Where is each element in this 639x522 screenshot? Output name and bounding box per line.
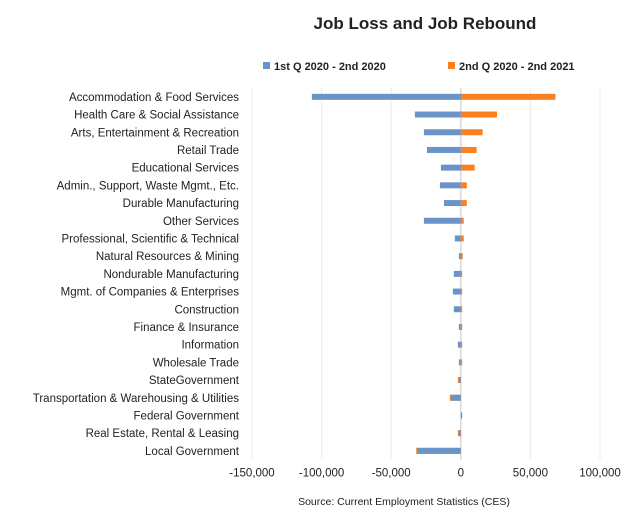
bar-series1 [453,270,461,277]
bar-series1 [440,164,461,171]
bar-series1 [458,323,461,330]
bar-series1 [453,306,461,313]
x-tick-label: 100,000 [579,468,621,480]
category-label: Finance & Insurance [134,322,239,334]
bar-series1 [454,235,461,242]
bar-series1 [311,93,461,100]
bar-series1 [426,146,461,153]
source-note: Source: Current Employment Statistics (C… [298,496,510,508]
category-label: Other Services [163,216,239,228]
category-label: Real Estate, Rental & Leasing [86,428,239,440]
bar-series1 [458,359,461,366]
bar-series1 [460,412,463,419]
x-tick-label: -100,000 [299,468,344,480]
gridlines [251,88,601,460]
bar-series1 [417,447,461,454]
bar-series2 [460,306,463,313]
category-label: Professional, Scientific & Technical [62,233,240,245]
bar-series2 [460,182,467,189]
category-label: Admin., Support, Waste Mgmt., Etc. [57,180,239,192]
bar-series1 [458,377,461,384]
category-label: Educational Services [132,163,240,175]
legend-label: 2nd Q 2020 - 2nd 2021 [459,61,575,73]
category-label: Health Care & Social Assistance [74,110,239,122]
bar-series2 [460,217,464,224]
x-tick-label: 50,000 [513,468,548,480]
bar-series2 [460,200,467,207]
bars [311,93,556,454]
bar-series1 [457,341,461,348]
x-tick-label: -50,000 [372,468,411,480]
chart-title: Job Loss and Job Rebound [314,14,537,33]
bar-series1 [414,111,461,118]
bar-series1 [450,394,461,401]
category-label: Construction [174,304,239,316]
category-label: Arts, Entertainment & Recreation [71,127,239,139]
bar-series1 [452,288,461,295]
bar-series1 [439,182,461,189]
x-tick-label: -150,000 [229,468,274,480]
legend-swatch [263,62,270,69]
legend: 1st Q 2020 - 2nd 2020 2nd Q 2020 - 2nd 20… [263,61,575,73]
bar-series2 [460,341,463,348]
bar-series2 [460,129,483,136]
bar-series2 [460,235,464,242]
bar-series1 [423,217,461,224]
x-tick-labels: -150,000 -100,000 -50,000 0 50,000 100,000 [229,468,620,480]
category-label: Durable Manufacturing [123,198,239,210]
category-label: Retail Trade [177,145,239,157]
category-label: Local Government [145,446,240,458]
category-label: Accommodation & Food Services [69,92,239,104]
category-label: Transportation & Warehousing & Utilities [33,393,239,405]
bar-series1 [458,253,461,260]
category-label: Wholesale Trade [153,357,239,369]
bar-series2 [460,270,463,277]
category-labels: Accommodation & Food Services Health Care… [33,92,240,458]
bar-series1 [443,200,461,207]
category-label: Mgmt. of Companies & Enterprises [61,287,240,299]
category-label: Federal Government [134,410,240,422]
x-tick-label: 0 [458,468,464,480]
bar-series2 [460,93,556,100]
bar-series2 [460,359,463,366]
legend-swatch [448,62,455,69]
bar-series2 [460,164,475,171]
category-label: Information [181,340,239,352]
bar-series2 [460,146,477,153]
category-label: StateGovernment [149,375,240,387]
bar-series2 [460,323,463,330]
bar-series1 [423,129,461,136]
legend-label: 1st Q 2020 - 2nd 2020 [274,61,386,73]
bar-series2 [460,253,463,260]
bar-series2 [460,288,463,295]
bar-series1 [458,430,461,437]
category-label: Nondurable Manufacturing [103,269,239,281]
category-label: Natural Resources & Mining [96,251,239,263]
bar-series2 [460,111,497,118]
